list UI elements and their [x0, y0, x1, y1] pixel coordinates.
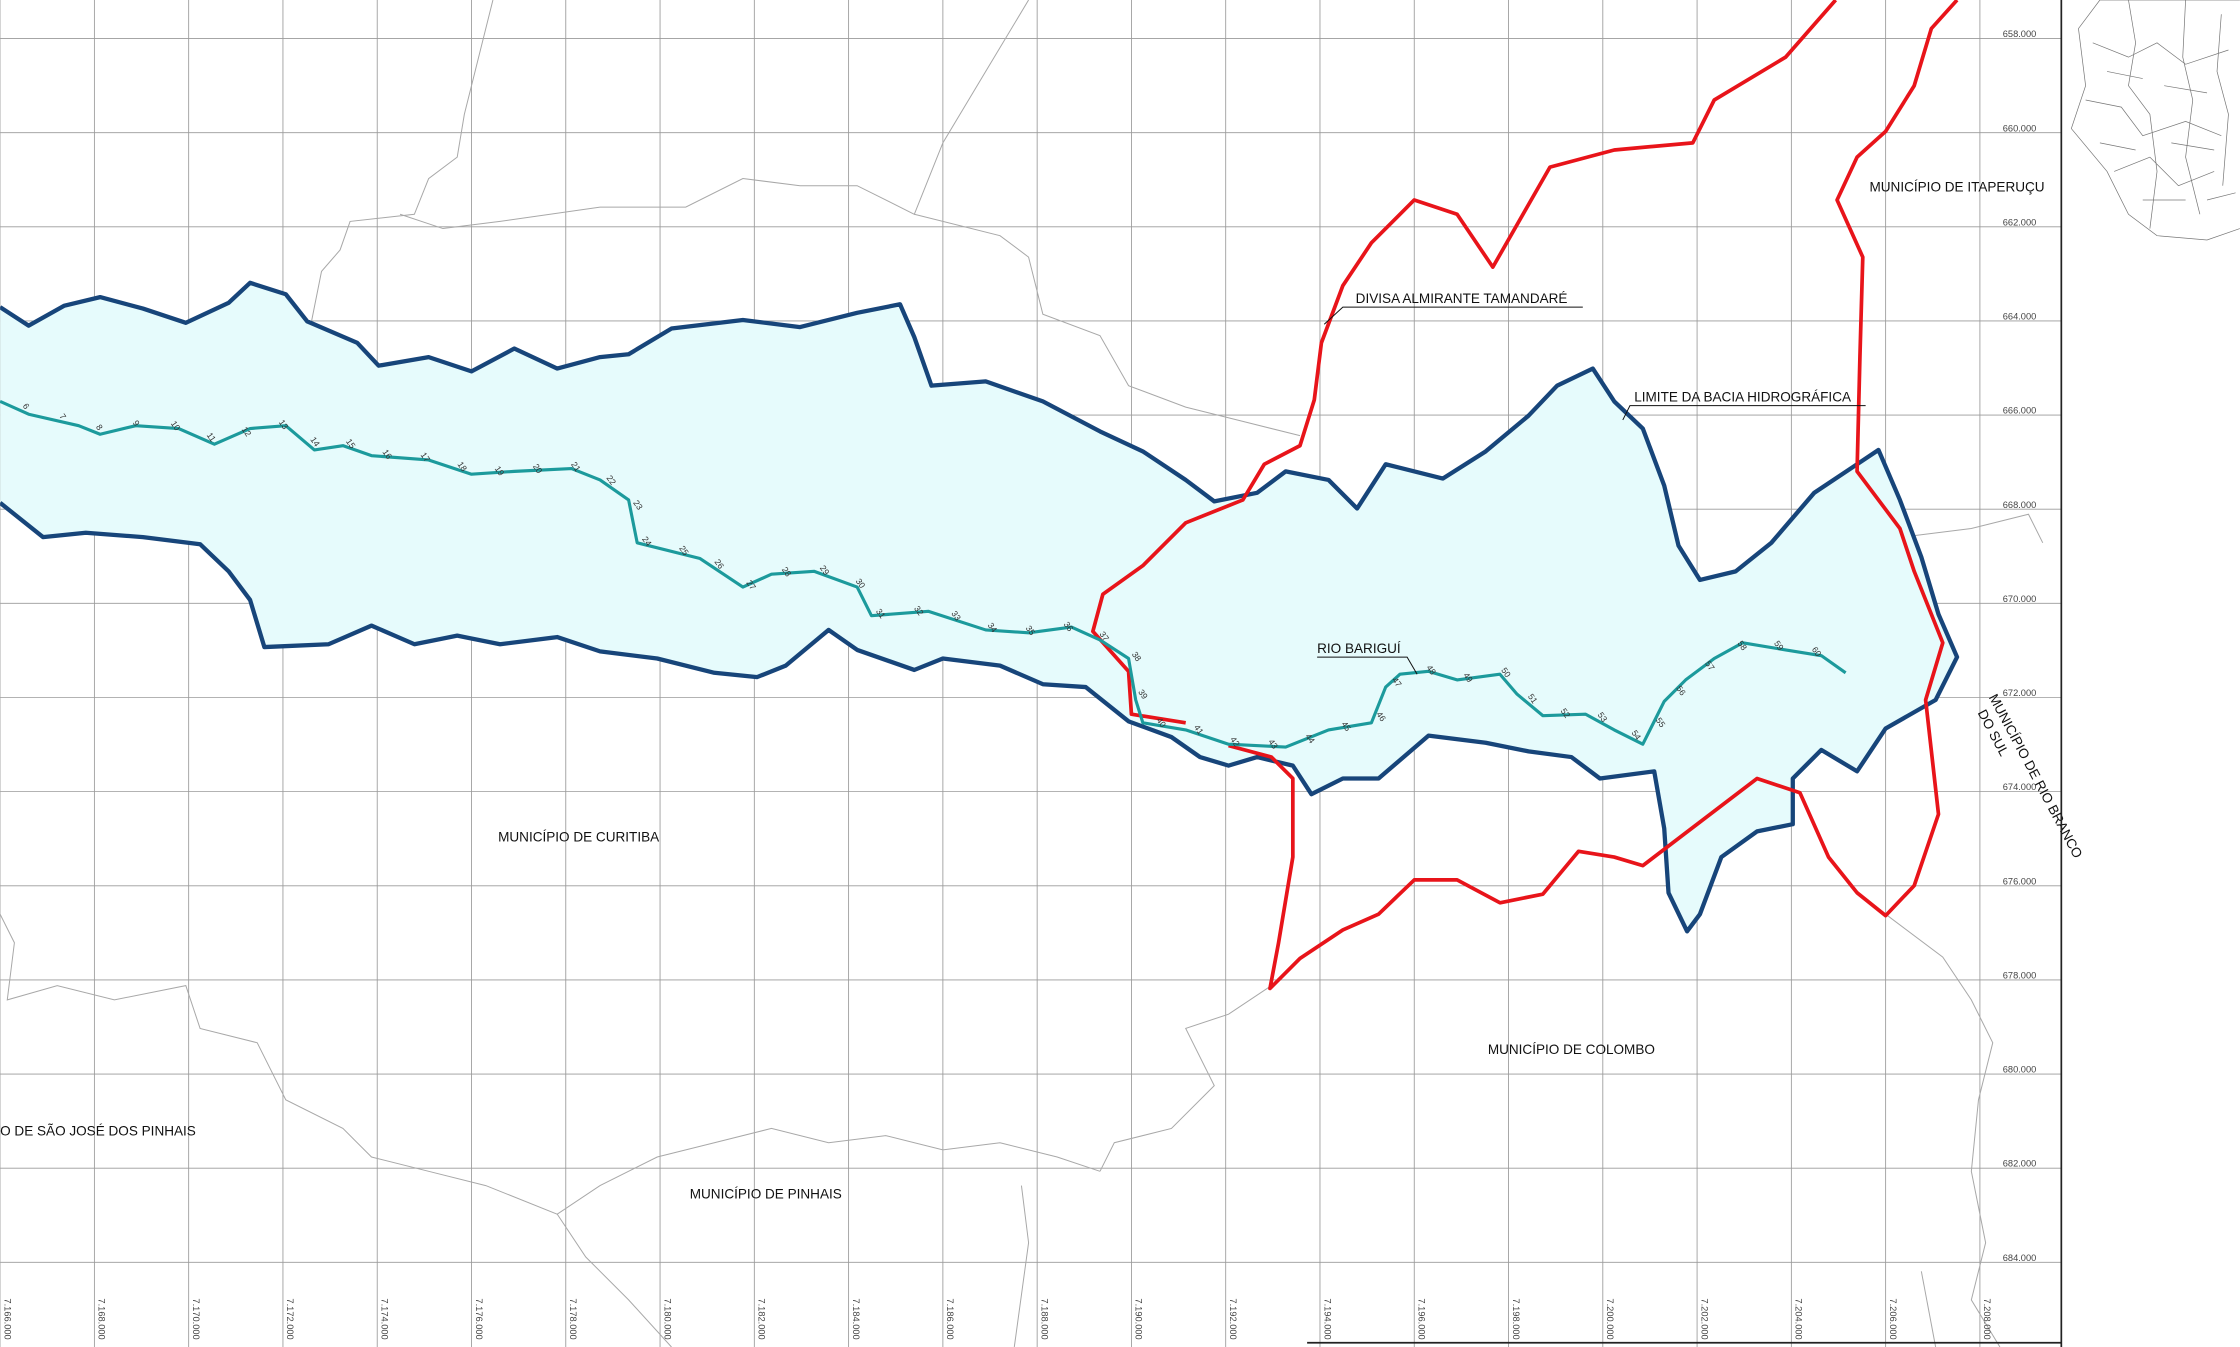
annotation: DIVISA ALMIRANTE TAMANDARÉ — [1356, 291, 1568, 306]
station-label: 6 — [21, 401, 32, 411]
annotation: LIMITE DA BACIA HIDROGRÁFICA — [1634, 389, 1852, 404]
x-coordinate-label: 7.178.000 — [568, 1298, 578, 1339]
almirante-tamandare-boundary — [1091, 0, 1959, 991]
y-coordinate-label: 660.000 — [2003, 123, 2037, 133]
leader-line — [1622, 405, 1866, 421]
x-coordinate-label: 7.188.000 — [1039, 1298, 1049, 1339]
x-coordinate-label: 7.194.000 — [1322, 1298, 1332, 1339]
y-coordinate-label: 678.000 — [2003, 970, 2037, 980]
annotation: RIO BARIGUÍ — [1317, 641, 1401, 656]
municipality-label: O DE SÃO JOSÉ DOS PINHAIS — [0, 1124, 196, 1139]
y-coordinate-label: 666.000 — [2003, 406, 2037, 416]
y-coordinate-label: 676.000 — [2003, 876, 2037, 886]
y-coordinate-label: 670.000 — [2003, 594, 2037, 604]
x-coordinate-label: 7.182.000 — [757, 1298, 767, 1339]
y-coordinate-label: 662.000 — [2003, 217, 2037, 227]
leader-line — [1317, 656, 1418, 675]
y-coordinate-label: 672.000 — [2003, 688, 2037, 698]
x-coordinate-label: 7.208.000 — [1982, 1298, 1992, 1339]
locator-map — [2070, 0, 2240, 241]
x-coordinate-label: 7.204.000 — [1794, 1298, 1804, 1339]
y-coordinate-label: 668.000 — [2003, 500, 2037, 510]
x-coordinate-label: 7.184.000 — [851, 1298, 861, 1339]
y-coordinate-label: 664.000 — [2003, 312, 2037, 322]
station-label: 7 — [57, 412, 68, 422]
y-coordinate-label: 682.000 — [2003, 1159, 2037, 1169]
municipality-label: MUNICÍPIO DE ITAPERUÇU — [1869, 179, 2044, 194]
x-coordinate-label: 7.198.000 — [1511, 1298, 1521, 1339]
basin-boundary — [0, 280, 1960, 934]
municipality-label: MUNICÍPIO DE PINHAIS — [690, 1186, 842, 1201]
x-coordinate-label: 7.186.000 — [945, 1298, 955, 1339]
x-coordinate-label: 7.176.000 — [474, 1298, 484, 1339]
x-coordinate-label: 7.166.000 — [2, 1298, 12, 1339]
municipality-label: MUNICÍPIO DE CURITIBA — [498, 829, 660, 844]
river — [0, 399, 1847, 749]
x-coordinate-label: 7.180.000 — [662, 1298, 672, 1339]
y-coordinate-label: 658.000 — [2003, 29, 2037, 39]
x-coordinate-label: 7.168.000 — [97, 1298, 107, 1339]
x-coordinate-label: 7.174.000 — [380, 1298, 390, 1339]
station-label: 8 — [94, 422, 105, 432]
x-coordinate-label: 7.192.000 — [1228, 1298, 1238, 1339]
leader-line — [1323, 306, 1583, 325]
y-coordinate-label: 680.000 — [2003, 1065, 2037, 1075]
x-coordinate-label: 7.172.000 — [285, 1298, 295, 1339]
x-coordinate-label: 7.206.000 — [1888, 1298, 1898, 1339]
x-coordinate-label: 7.170.000 — [191, 1298, 201, 1339]
municipality-label: MUNICÍPIO DE COLOMBO — [1488, 1042, 1655, 1057]
x-coordinate-label: 7.200.000 — [1605, 1298, 1615, 1339]
station-label: 9 — [131, 418, 142, 428]
y-coordinate-label: 674.000 — [2003, 782, 2037, 792]
x-coordinate-label: 7.196.000 — [1417, 1298, 1427, 1339]
x-coordinate-label: 7.202.000 — [1699, 1298, 1709, 1339]
x-coordinate-label: 7.190.000 — [1134, 1298, 1144, 1339]
y-coordinate-label: 684.000 — [2003, 1253, 2037, 1263]
